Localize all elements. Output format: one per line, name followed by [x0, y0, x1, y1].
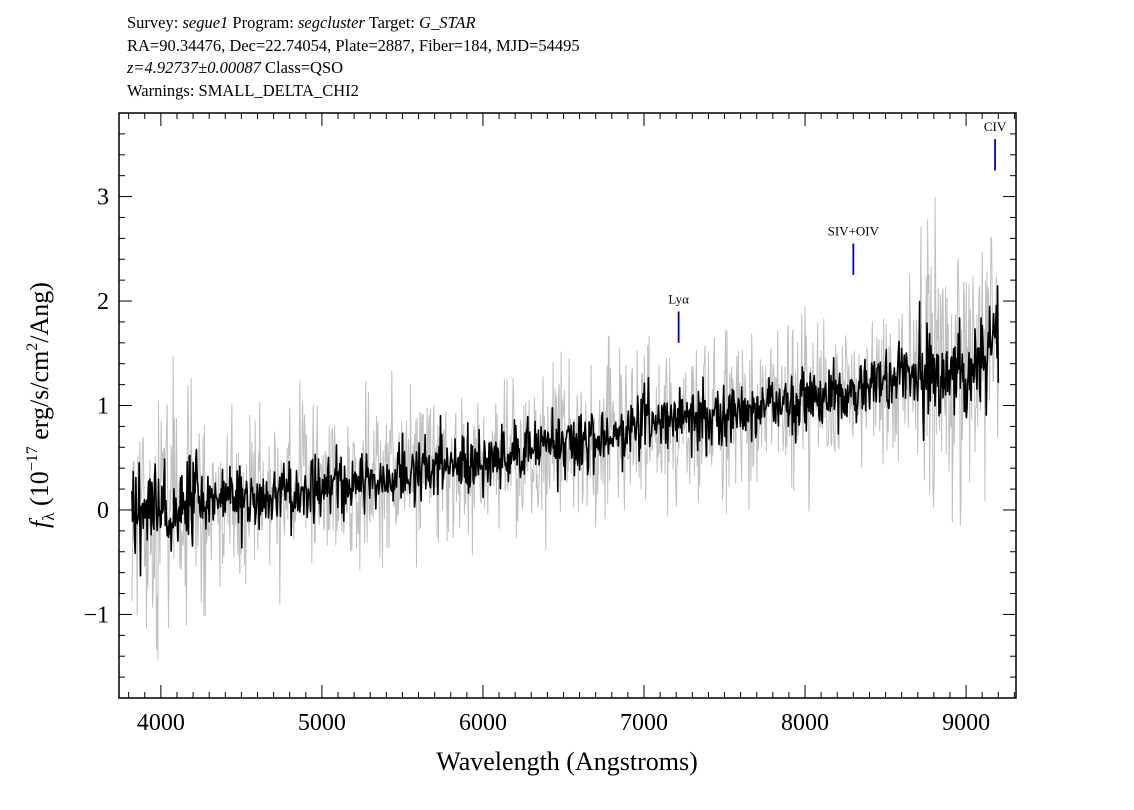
- annotation-label: Lyα: [668, 291, 689, 306]
- target-label: Target:: [368, 13, 415, 32]
- x-tick-label: 9000: [942, 710, 990, 736]
- x-tick-label: 6000: [459, 710, 507, 736]
- target-value: G_STAR: [419, 13, 476, 32]
- y-axis-label: fλ (10−17 erg/s/cm2/Ang): [24, 282, 58, 528]
- x-tick-label: 4000: [137, 710, 185, 736]
- y-tick-label: 2: [97, 289, 109, 315]
- emission-line-annotations: Lyα SIV+OIV CIV: [668, 119, 1007, 343]
- header-line-warnings: Warnings: SMALL_DELTA_CHI2: [127, 80, 359, 100]
- survey-label: Survey:: [127, 13, 179, 32]
- y-tick-label: 0: [97, 498, 109, 524]
- y-tick-label: 3: [97, 185, 109, 211]
- annotation-label: CIV: [984, 119, 1007, 134]
- redshift-value: z=4.92737±0.00087: [127, 58, 261, 77]
- x-tick-label: 8000: [781, 710, 829, 736]
- x-tick-label: 7000: [620, 710, 668, 736]
- axis-ticks: 4000 5000 6000 7000 8000 9000 −1 0 1 2 3: [83, 113, 1016, 736]
- error-trace: [131, 196, 999, 661]
- program-value: segcluster: [297, 13, 365, 32]
- header-line-redshift: z=4.92737±0.00087 Class=QSO: [127, 57, 580, 80]
- program-label: Program:: [232, 13, 294, 32]
- class-value: Class=QSO: [265, 58, 344, 77]
- y-tick-label: −1: [83, 602, 109, 628]
- spectrum-header: Survey: segue1 Program: segcluster Targe…: [127, 12, 580, 102]
- flux-error-band: [131, 196, 999, 661]
- x-tick-label: 5000: [298, 710, 346, 736]
- flux-trace: [131, 285, 1000, 577]
- survey-value: segue1: [182, 13, 229, 32]
- x-axis-label: Wavelength (Angstroms): [436, 747, 697, 776]
- header-line-coords: RA=90.34476, Dec=22.74054, Plate=2887, F…: [127, 35, 580, 55]
- y-tick-label: 1: [97, 394, 109, 420]
- annotation-label: SIV+OIV: [828, 224, 880, 239]
- header-line-survey: Survey: segue1 Program: segcluster Targe…: [127, 12, 580, 35]
- flux-series: [131, 285, 1000, 577]
